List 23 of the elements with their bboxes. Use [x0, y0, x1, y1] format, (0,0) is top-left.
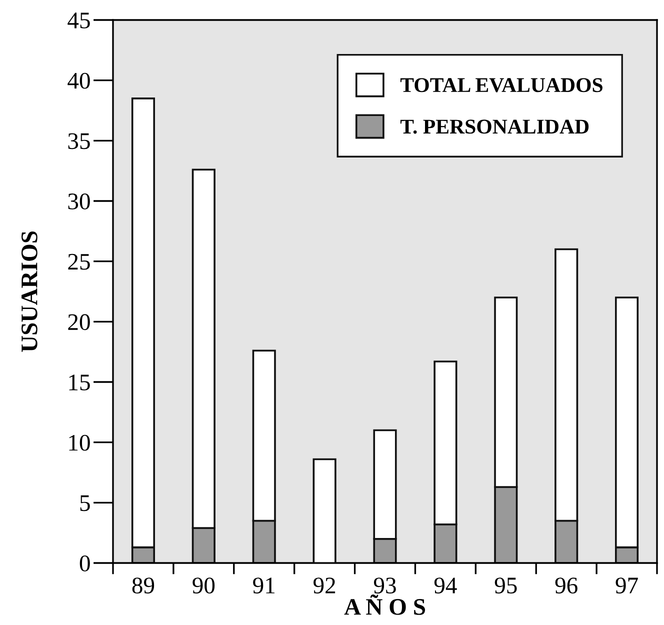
x-tick-label: 97 [616, 578, 638, 594]
y-tick-label: 15 [69, 374, 90, 390]
x-tick-label: 90 [192, 578, 215, 594]
y-tick-label: 40 [68, 72, 90, 89]
x-tick-label: 95 [494, 578, 517, 594]
y-tick-label: 20 [68, 314, 90, 330]
y-tick-label: 45 [68, 12, 90, 28]
y-axis-title: USUARIOS [22, 231, 38, 352]
x-tick-label: 89 [132, 578, 154, 594]
y-tick-label: 30 [68, 193, 90, 210]
y-tick-label: 25 [68, 254, 90, 270]
y-tick-label: 5 [80, 495, 90, 512]
x-tick-label: 96 [555, 578, 578, 594]
x-tick-label: 92 [314, 578, 336, 594]
legend-label: T. PERSONALIDAD [400, 120, 589, 134]
x-tick-label: 93 [374, 578, 396, 594]
y-tick-label: 0 [80, 555, 90, 572]
x-tick-label: 94 [434, 578, 457, 594]
legend-label: TOTAL EVALUADOS [400, 78, 602, 92]
y-tick-label: 35 [68, 133, 90, 150]
x-tick-label: 91 [253, 578, 274, 594]
y-tick-label: 10 [69, 434, 90, 451]
x-axis-title: A Ñ O S [344, 594, 426, 615]
